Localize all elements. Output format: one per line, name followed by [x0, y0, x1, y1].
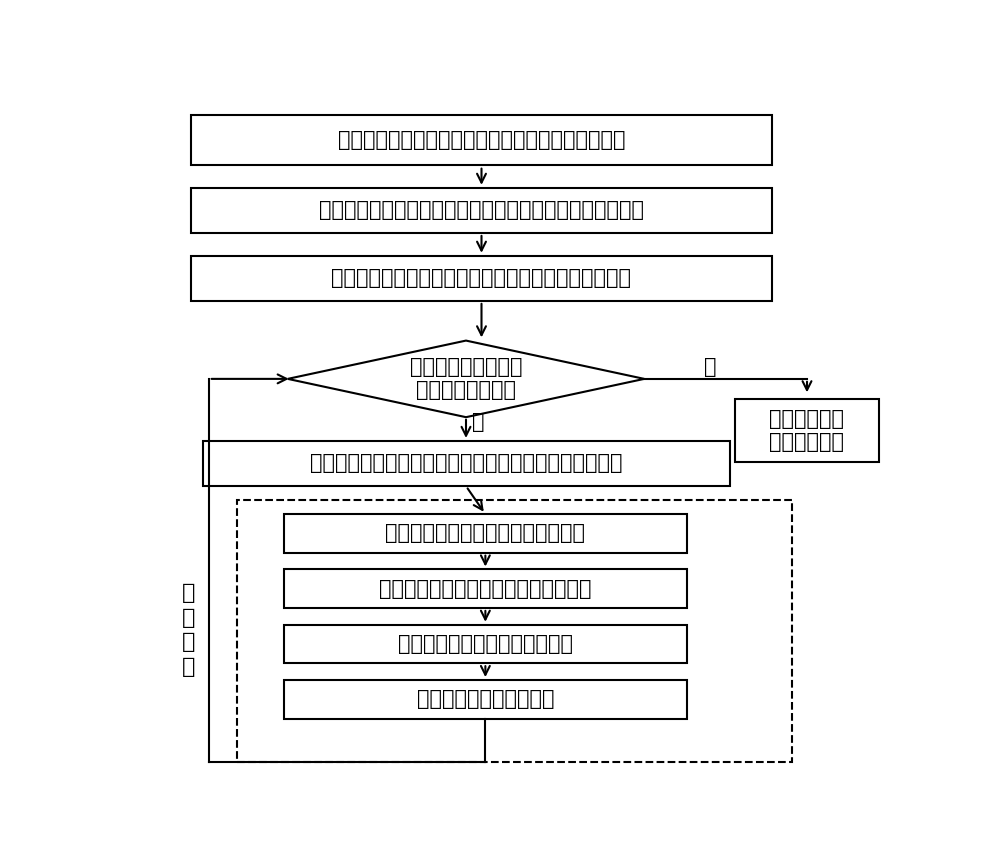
Text: 对光谱矩阵进行低秩性光谱优化: 对光谱矩阵进行低秩性光谱优化 — [398, 634, 573, 654]
Bar — [284, 680, 687, 719]
Text: 预分类：根据不同光谱特征构建不同类别的拉曼光谱数据库: 预分类：根据不同光谱特征构建不同类别的拉曼光谱数据库 — [319, 201, 644, 221]
Text: 数
据
优
化: 数 据 优 化 — [182, 583, 195, 677]
Text: 数据库选择：人为选择或自动匹配相应类别的光谱数据库: 数据库选择：人为选择或自动匹配相应类别的光谱数据库 — [310, 453, 622, 473]
Bar — [284, 569, 687, 608]
Text: 提取出优化后的拉曼光谱: 提取出优化后的拉曼光谱 — [417, 689, 554, 709]
Bar — [735, 399, 879, 462]
Bar — [191, 188, 772, 233]
Text: 评估光谱的噪声水平
是否超过给定阈值: 评估光谱的噪声水平 是否超过给定阈值 — [410, 357, 522, 400]
Text: 得到信噪比满
意的拉曼光谱: 得到信噪比满 意的拉曼光谱 — [770, 408, 844, 452]
Text: 待处理光谱与临时数据库构成光谱矩阵: 待处理光谱与临时数据库构成光谱矩阵 — [379, 579, 592, 599]
Text: 否: 否 — [704, 357, 716, 377]
Bar — [202, 441, 730, 486]
Text: 选取合适的光谱数据构造临时数据库: 选取合适的光谱数据构造临时数据库 — [385, 523, 585, 543]
Bar — [284, 514, 687, 553]
Bar — [191, 256, 772, 301]
Bar — [237, 500, 792, 762]
Text: 是: 是 — [472, 412, 485, 432]
Bar — [191, 115, 772, 165]
Bar — [284, 625, 687, 663]
Text: 数据采集：在低积分时间条件下，采集样品的拉曼光谱: 数据采集：在低积分时间条件下，采集样品的拉曼光谱 — [332, 268, 632, 288]
Polygon shape — [288, 341, 644, 417]
Text: 预实验：采集多种样品的拉曼光谱，并进行初步筛选: 预实验：采集多种样品的拉曼光谱，并进行初步筛选 — [338, 131, 625, 151]
